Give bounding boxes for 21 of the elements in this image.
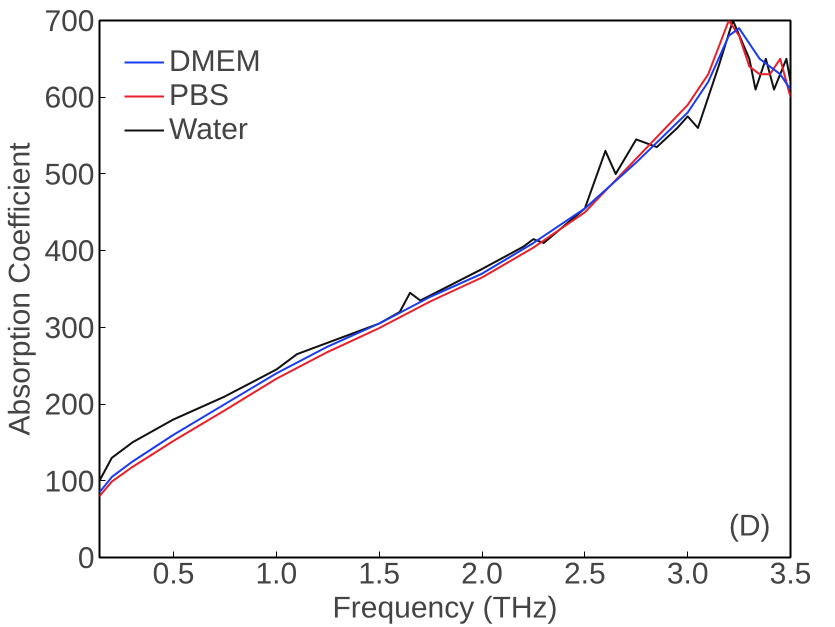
x-tick-label: 3.0 (666, 558, 709, 590)
legend-label: PBS (169, 79, 230, 113)
y-tick-label: 400 (44, 235, 95, 268)
y-tick-label: 300 (44, 312, 95, 345)
y-tick-label: 700 (44, 5, 95, 38)
legend-label: Water (169, 113, 248, 147)
y-tick-label: 0 (78, 542, 95, 575)
annotation: (D) (728, 510, 771, 542)
x-tick-label: 2.5 (564, 558, 606, 590)
y-axis-title: Absorption Coefficient (3, 142, 36, 436)
x-tick-label: 1.5 (358, 558, 400, 590)
y-tick-label: 200 (44, 388, 95, 422)
y-tick-label: 500 (44, 158, 95, 192)
legend-label: DMEM (169, 45, 261, 79)
x-tick-label: 2.0 (461, 558, 503, 590)
x-tick-label: 0.5 (152, 558, 194, 590)
x-tick-label: 3.5 (770, 558, 812, 590)
x-axis-title: Frequency (THz) (332, 592, 558, 624)
y-tick-label: 100 (44, 465, 95, 498)
x-tick-label: 1.0 (256, 558, 298, 590)
y-tick-label: 600 (44, 82, 95, 115)
